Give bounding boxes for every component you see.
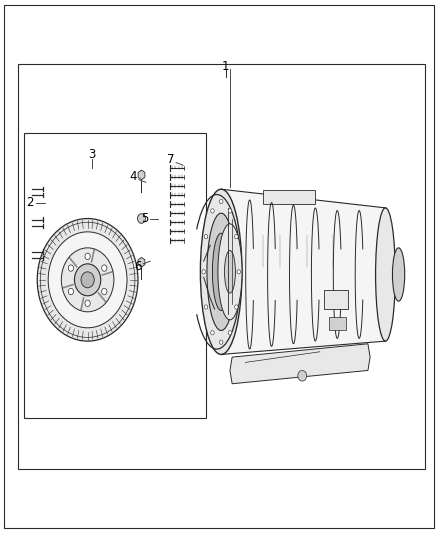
Bar — [263, 190, 315, 204]
Polygon shape — [230, 344, 370, 384]
Polygon shape — [221, 189, 385, 354]
Text: 1: 1 — [222, 60, 230, 72]
Circle shape — [37, 219, 138, 341]
Circle shape — [211, 330, 214, 335]
Text: 3: 3 — [88, 148, 95, 161]
Text: 7: 7 — [167, 154, 175, 166]
Circle shape — [61, 248, 114, 312]
Circle shape — [85, 300, 90, 306]
Ellipse shape — [200, 189, 242, 354]
Ellipse shape — [392, 248, 405, 301]
Ellipse shape — [218, 224, 242, 320]
Circle shape — [102, 288, 107, 295]
Circle shape — [235, 235, 238, 239]
Ellipse shape — [207, 213, 236, 330]
Circle shape — [204, 235, 208, 239]
Circle shape — [235, 305, 238, 309]
Bar — [324, 290, 348, 309]
Bar — [328, 317, 346, 330]
Circle shape — [68, 288, 74, 295]
Ellipse shape — [375, 208, 395, 341]
Circle shape — [68, 265, 74, 271]
Ellipse shape — [225, 251, 236, 293]
Text: 2: 2 — [26, 196, 34, 209]
Circle shape — [298, 370, 307, 381]
Circle shape — [138, 214, 145, 223]
Circle shape — [202, 270, 205, 274]
Ellipse shape — [212, 233, 230, 310]
Circle shape — [219, 199, 223, 204]
Bar — [18, 64, 425, 469]
Circle shape — [74, 264, 101, 296]
Circle shape — [102, 265, 107, 271]
Circle shape — [48, 232, 127, 328]
Circle shape — [228, 209, 232, 213]
Circle shape — [228, 330, 232, 335]
Bar — [24, 133, 206, 418]
Circle shape — [237, 270, 240, 274]
Polygon shape — [138, 170, 145, 180]
Text: 6: 6 — [134, 260, 142, 273]
Text: 4: 4 — [130, 171, 138, 183]
Text: 5: 5 — [141, 212, 148, 225]
Circle shape — [219, 340, 223, 344]
Circle shape — [211, 209, 214, 213]
Circle shape — [81, 272, 94, 288]
Circle shape — [85, 253, 90, 260]
Polygon shape — [138, 257, 145, 267]
Circle shape — [204, 305, 208, 309]
